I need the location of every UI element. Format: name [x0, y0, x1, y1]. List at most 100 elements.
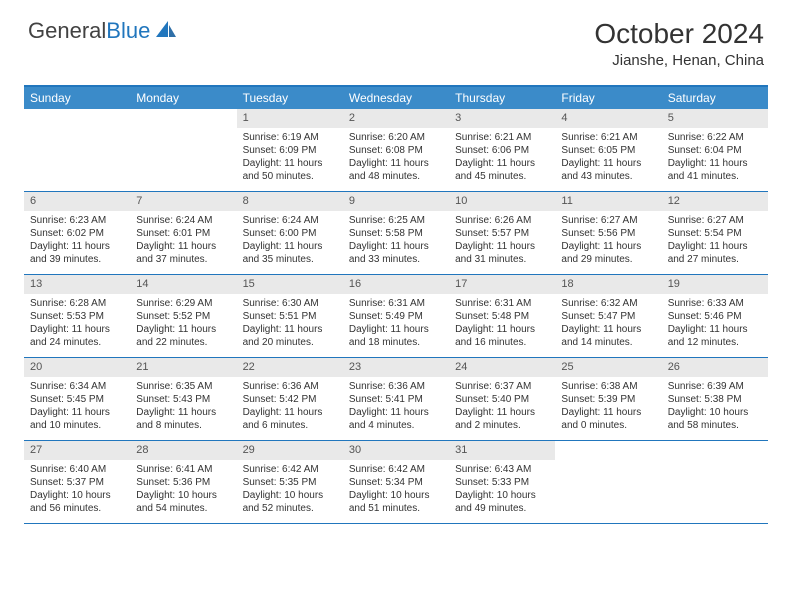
sunrise: Sunrise: 6:43 AM — [455, 463, 551, 476]
daylight: Daylight: 11 hours and 8 minutes. — [136, 406, 232, 432]
daylight: Daylight: 11 hours and 14 minutes. — [561, 323, 657, 349]
day-body: Sunrise: 6:19 AMSunset: 6:09 PMDaylight:… — [237, 128, 343, 188]
sunset: Sunset: 5:51 PM — [243, 310, 339, 323]
weeks-container: 1Sunrise: 6:19 AMSunset: 6:09 PMDaylight… — [24, 109, 768, 524]
sunrise: Sunrise: 6:27 AM — [561, 214, 657, 227]
daylight: Daylight: 11 hours and 22 minutes. — [136, 323, 232, 349]
day-header: Saturday — [662, 87, 768, 109]
logo-text: GeneralBlue — [28, 18, 150, 44]
sunset: Sunset: 5:57 PM — [455, 227, 551, 240]
day-body: Sunrise: 6:30 AMSunset: 5:51 PMDaylight:… — [237, 294, 343, 354]
day-body: Sunrise: 6:35 AMSunset: 5:43 PMDaylight:… — [130, 377, 236, 437]
day-cell: 14Sunrise: 6:29 AMSunset: 5:52 PMDayligh… — [130, 275, 236, 357]
daylight: Daylight: 11 hours and 48 minutes. — [349, 157, 445, 183]
day-cell: 12Sunrise: 6:27 AMSunset: 5:54 PMDayligh… — [662, 192, 768, 274]
day-cell: 25Sunrise: 6:38 AMSunset: 5:39 PMDayligh… — [555, 358, 661, 440]
sunrise: Sunrise: 6:29 AM — [136, 297, 232, 310]
sunset: Sunset: 6:00 PM — [243, 227, 339, 240]
sunset: Sunset: 5:58 PM — [349, 227, 445, 240]
day-number: 2 — [343, 109, 449, 128]
day-cell: 13Sunrise: 6:28 AMSunset: 5:53 PMDayligh… — [24, 275, 130, 357]
sunrise: Sunrise: 6:25 AM — [349, 214, 445, 227]
daylight: Daylight: 11 hours and 10 minutes. — [30, 406, 126, 432]
sunrise: Sunrise: 6:42 AM — [243, 463, 339, 476]
day-body: Sunrise: 6:28 AMSunset: 5:53 PMDaylight:… — [24, 294, 130, 354]
day-number: 17 — [449, 275, 555, 294]
week-row: 6Sunrise: 6:23 AMSunset: 6:02 PMDaylight… — [24, 192, 768, 275]
sunrise: Sunrise: 6:24 AM — [243, 214, 339, 227]
location: Jianshe, Henan, China — [594, 52, 764, 69]
daylight: Daylight: 11 hours and 18 minutes. — [349, 323, 445, 349]
logo-part1: General — [28, 18, 106, 43]
day-cell: 29Sunrise: 6:42 AMSunset: 5:35 PMDayligh… — [237, 441, 343, 523]
day-body: Sunrise: 6:42 AMSunset: 5:35 PMDaylight:… — [237, 460, 343, 520]
sunrise: Sunrise: 6:34 AM — [30, 380, 126, 393]
day-cell: 22Sunrise: 6:36 AMSunset: 5:42 PMDayligh… — [237, 358, 343, 440]
sunset: Sunset: 6:02 PM — [30, 227, 126, 240]
day-cell: 26Sunrise: 6:39 AMSunset: 5:38 PMDayligh… — [662, 358, 768, 440]
day-number: 5 — [662, 109, 768, 128]
day-cell: 27Sunrise: 6:40 AMSunset: 5:37 PMDayligh… — [24, 441, 130, 523]
day-number: 6 — [24, 192, 130, 211]
sunset: Sunset: 5:36 PM — [136, 476, 232, 489]
sunset: Sunset: 6:08 PM — [349, 144, 445, 157]
day-number: 24 — [449, 358, 555, 377]
sunrise: Sunrise: 6:26 AM — [455, 214, 551, 227]
sunrise: Sunrise: 6:37 AM — [455, 380, 551, 393]
sunrise: Sunrise: 6:19 AM — [243, 131, 339, 144]
sunset: Sunset: 5:37 PM — [30, 476, 126, 489]
day-number: 18 — [555, 275, 661, 294]
day-body: Sunrise: 6:37 AMSunset: 5:40 PMDaylight:… — [449, 377, 555, 437]
day-cell: 21Sunrise: 6:35 AMSunset: 5:43 PMDayligh… — [130, 358, 236, 440]
daylight: Daylight: 11 hours and 33 minutes. — [349, 240, 445, 266]
day-number: 8 — [237, 192, 343, 211]
day-cell: 5Sunrise: 6:22 AMSunset: 6:04 PMDaylight… — [662, 109, 768, 191]
day-number: 26 — [662, 358, 768, 377]
day-number: 20 — [24, 358, 130, 377]
day-cell: 16Sunrise: 6:31 AMSunset: 5:49 PMDayligh… — [343, 275, 449, 357]
sunset: Sunset: 5:54 PM — [668, 227, 764, 240]
sunset: Sunset: 6:09 PM — [243, 144, 339, 157]
day-body: Sunrise: 6:21 AMSunset: 6:06 PMDaylight:… — [449, 128, 555, 188]
sunrise: Sunrise: 6:42 AM — [349, 463, 445, 476]
sunset: Sunset: 5:40 PM — [455, 393, 551, 406]
sunset: Sunset: 5:52 PM — [136, 310, 232, 323]
day-cell: 8Sunrise: 6:24 AMSunset: 6:00 PMDaylight… — [237, 192, 343, 274]
sunrise: Sunrise: 6:31 AM — [455, 297, 551, 310]
day-body: Sunrise: 6:33 AMSunset: 5:46 PMDaylight:… — [662, 294, 768, 354]
day-header: Tuesday — [237, 87, 343, 109]
week-row: 20Sunrise: 6:34 AMSunset: 5:45 PMDayligh… — [24, 358, 768, 441]
day-number: 30 — [343, 441, 449, 460]
day-number: 23 — [343, 358, 449, 377]
sunrise: Sunrise: 6:33 AM — [668, 297, 764, 310]
day-cell: 6Sunrise: 6:23 AMSunset: 6:02 PMDaylight… — [24, 192, 130, 274]
calendar: SundayMondayTuesdayWednesdayThursdayFrid… — [24, 85, 768, 524]
sunset: Sunset: 5:41 PM — [349, 393, 445, 406]
daylight: Daylight: 11 hours and 41 minutes. — [668, 157, 764, 183]
day-body: Sunrise: 6:34 AMSunset: 5:45 PMDaylight:… — [24, 377, 130, 437]
daylight: Daylight: 11 hours and 43 minutes. — [561, 157, 657, 183]
day-number: 12 — [662, 192, 768, 211]
day-cell: 30Sunrise: 6:42 AMSunset: 5:34 PMDayligh… — [343, 441, 449, 523]
day-cell: 10Sunrise: 6:26 AMSunset: 5:57 PMDayligh… — [449, 192, 555, 274]
day-number: 9 — [343, 192, 449, 211]
day-number: 21 — [130, 358, 236, 377]
daylight: Daylight: 11 hours and 20 minutes. — [243, 323, 339, 349]
day-body: Sunrise: 6:25 AMSunset: 5:58 PMDaylight:… — [343, 211, 449, 271]
day-body: Sunrise: 6:20 AMSunset: 6:08 PMDaylight:… — [343, 128, 449, 188]
daylight: Daylight: 11 hours and 2 minutes. — [455, 406, 551, 432]
day-body: Sunrise: 6:31 AMSunset: 5:48 PMDaylight:… — [449, 294, 555, 354]
day-body: Sunrise: 6:22 AMSunset: 6:04 PMDaylight:… — [662, 128, 768, 188]
day-number: 29 — [237, 441, 343, 460]
day-number: 25 — [555, 358, 661, 377]
day-cell: 11Sunrise: 6:27 AMSunset: 5:56 PMDayligh… — [555, 192, 661, 274]
day-body: Sunrise: 6:24 AMSunset: 6:00 PMDaylight:… — [237, 211, 343, 271]
day-body: Sunrise: 6:42 AMSunset: 5:34 PMDaylight:… — [343, 460, 449, 520]
daylight: Daylight: 11 hours and 16 minutes. — [455, 323, 551, 349]
sunrise: Sunrise: 6:24 AM — [136, 214, 232, 227]
day-number: 13 — [24, 275, 130, 294]
sunset: Sunset: 5:43 PM — [136, 393, 232, 406]
sunset: Sunset: 5:49 PM — [349, 310, 445, 323]
day-number: 31 — [449, 441, 555, 460]
day-body: Sunrise: 6:41 AMSunset: 5:36 PMDaylight:… — [130, 460, 236, 520]
